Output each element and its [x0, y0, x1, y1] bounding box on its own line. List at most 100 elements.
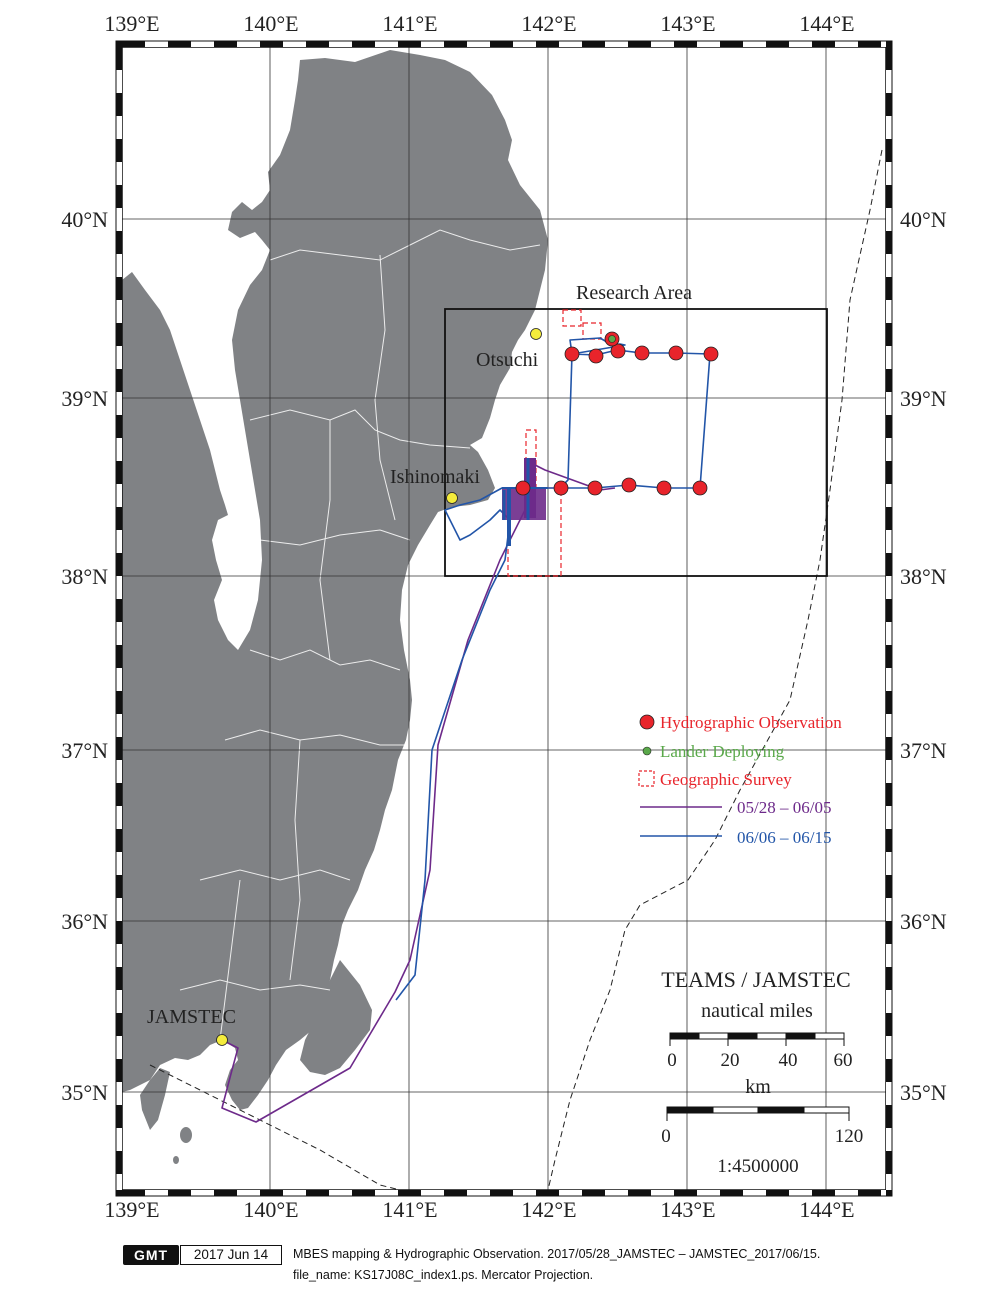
frame-tick [886, 254, 892, 277]
frame-tick [886, 461, 892, 484]
frame-tick [886, 967, 892, 990]
frame-tick [886, 1128, 892, 1151]
lon-label-bottom: 142°E [521, 1197, 576, 1222]
lander-deploying-point [608, 335, 616, 343]
frame-tick [881, 1190, 886, 1196]
frame-tick [886, 829, 892, 852]
sagami-trough-line [149, 1064, 401, 1190]
honshu-land [122, 50, 548, 1110]
station [634, 345, 650, 361]
station [692, 480, 708, 496]
frame-tick [605, 1190, 628, 1196]
frame-ticks [116, 41, 892, 1196]
legend-survey-label: Geographic Survey [660, 770, 792, 789]
frame-tick [886, 323, 892, 346]
lat-label-right: 36°N [900, 909, 947, 934]
frame-tick [116, 898, 122, 921]
km-bar [666, 1106, 850, 1121]
frame-tick [886, 277, 892, 300]
frame-tick [886, 1082, 892, 1105]
frame-tick [886, 783, 892, 806]
frame-tick [116, 760, 122, 783]
ishinomaki-label: Ishinomaki [390, 466, 480, 488]
frame-tick [513, 1190, 536, 1196]
scale-nm-label: nautical miles [701, 1000, 813, 1022]
lon-labels-top: 139°E 140°E 141°E 142°E 143°E 144°E [104, 11, 854, 36]
frame-tick [886, 668, 892, 691]
legend-hydrographic-label: Hydrographic Observation [660, 713, 842, 732]
frame-tick [116, 691, 122, 714]
frame-tick [444, 1190, 467, 1196]
gmt-footer: GMT 2017 Jun 14 MBES mapping & Hydrograp… [118, 1243, 998, 1289]
frame-tick [116, 1174, 122, 1190]
lat-label-right: 38°N [900, 564, 947, 589]
frame-tick [116, 47, 122, 70]
frame-tick [116, 1059, 122, 1082]
research-area-box [444, 308, 828, 577]
legend: Hydrographic Observation Lander Deployin… [638, 713, 842, 847]
frame-tick [886, 185, 892, 208]
lon-label-top: 141°E [382, 11, 437, 36]
frame-tick [835, 41, 858, 47]
frame-tick [168, 1190, 191, 1196]
frame-tick [886, 70, 892, 93]
frame-tick [237, 1190, 260, 1196]
frame-tick [886, 990, 892, 1013]
land-layer [122, 50, 548, 1164]
frame-tick [766, 1190, 789, 1196]
legend-lander-label: Lander Deploying [660, 742, 785, 761]
frame-tick [886, 507, 892, 530]
frame-tick [886, 1105, 892, 1128]
frame-tick [352, 1190, 375, 1196]
km-tick-120: 120 [835, 1126, 864, 1147]
lon-label-bottom: 139°E [104, 1197, 159, 1222]
frame-tick [329, 41, 352, 47]
frame-tick [116, 967, 122, 990]
otsuchi-marker [530, 328, 542, 340]
otsuchi-label: Otsuchi [476, 349, 539, 371]
footer-description: MBES mapping & Hydrographic Observation.… [293, 1247, 821, 1261]
lon-label-top: 139°E [104, 11, 159, 36]
frame-tick [116, 875, 122, 898]
frame-tick [886, 1013, 892, 1036]
frame-tick [116, 254, 122, 277]
frame-tick [743, 41, 766, 47]
trench-lines [149, 149, 883, 1190]
lat-label-left: 40°N [61, 207, 108, 232]
frame-tick [886, 852, 892, 875]
frame-tick [886, 760, 892, 783]
lon-label-bottom: 140°E [243, 1197, 298, 1222]
frame-tick [886, 415, 892, 438]
frame-tick [116, 93, 122, 116]
frame-tick [536, 41, 559, 47]
frame-tick [116, 185, 122, 208]
frame-tick [116, 645, 122, 668]
frame-tick [674, 41, 697, 47]
station [588, 348, 604, 364]
nm-tick-0: 0 [667, 1050, 677, 1071]
frame-tick [886, 300, 892, 323]
jamstec-marker [216, 1034, 228, 1046]
lat-label-left: 37°N [61, 738, 108, 763]
scale-title: TEAMS / JAMSTEC [661, 967, 850, 992]
station [656, 480, 672, 496]
frame-tick [536, 1190, 559, 1196]
footer-filename: file_name: KS17J08C_index1.ps. Mercator … [293, 1268, 594, 1282]
frame-tick [116, 599, 122, 622]
frame-tick [697, 1190, 720, 1196]
frame-tick [352, 41, 375, 47]
frame-tick [116, 1128, 122, 1151]
frame-tick [467, 41, 490, 47]
oshima-island [180, 1127, 192, 1143]
frame-tick [116, 438, 122, 461]
frame-tick [886, 806, 892, 829]
frame-tick [191, 41, 214, 47]
frame-tick [886, 1151, 892, 1174]
frame-tick [421, 41, 444, 47]
nm-tick-40: 40 [779, 1050, 798, 1071]
scale-ratio: 1:4500000 [717, 1156, 798, 1177]
frame-tick [116, 323, 122, 346]
frame-tick [116, 139, 122, 162]
frame-tick [260, 41, 283, 47]
nm-tick-60: 60 [834, 1050, 853, 1071]
